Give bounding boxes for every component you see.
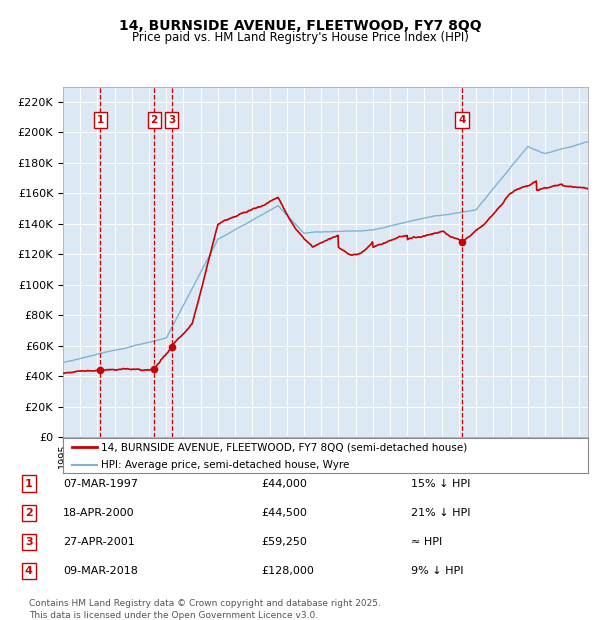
Text: 15% ↓ HPI: 15% ↓ HPI: [411, 479, 470, 489]
Text: 1: 1: [97, 115, 104, 125]
Text: 2: 2: [25, 508, 32, 518]
Text: 4: 4: [458, 115, 466, 125]
Text: 4: 4: [25, 566, 33, 576]
Text: 2: 2: [151, 115, 158, 125]
Text: 07-MAR-1997: 07-MAR-1997: [63, 479, 138, 489]
Text: 09-MAR-2018: 09-MAR-2018: [63, 566, 138, 576]
Text: ≈ HPI: ≈ HPI: [411, 537, 442, 547]
Text: £128,000: £128,000: [261, 566, 314, 576]
Text: £59,250: £59,250: [261, 537, 307, 547]
Text: 14, BURNSIDE AVENUE, FLEETWOOD, FY7 8QQ (semi-detached house): 14, BURNSIDE AVENUE, FLEETWOOD, FY7 8QQ …: [101, 442, 467, 452]
Text: 9% ↓ HPI: 9% ↓ HPI: [411, 566, 464, 576]
Text: £44,000: £44,000: [261, 479, 307, 489]
Text: 14, BURNSIDE AVENUE, FLEETWOOD, FY7 8QQ: 14, BURNSIDE AVENUE, FLEETWOOD, FY7 8QQ: [119, 19, 481, 33]
Text: 3: 3: [25, 537, 32, 547]
Text: Contains HM Land Registry data © Crown copyright and database right 2025.
This d: Contains HM Land Registry data © Crown c…: [29, 599, 380, 620]
Text: £44,500: £44,500: [261, 508, 307, 518]
Text: 18-APR-2000: 18-APR-2000: [63, 508, 134, 518]
Text: Price paid vs. HM Land Registry's House Price Index (HPI): Price paid vs. HM Land Registry's House …: [131, 31, 469, 44]
Text: 3: 3: [168, 115, 175, 125]
Text: 1: 1: [25, 479, 32, 489]
Text: 21% ↓ HPI: 21% ↓ HPI: [411, 508, 470, 518]
Text: 27-APR-2001: 27-APR-2001: [63, 537, 135, 547]
Text: HPI: Average price, semi-detached house, Wyre: HPI: Average price, semi-detached house,…: [101, 460, 349, 471]
